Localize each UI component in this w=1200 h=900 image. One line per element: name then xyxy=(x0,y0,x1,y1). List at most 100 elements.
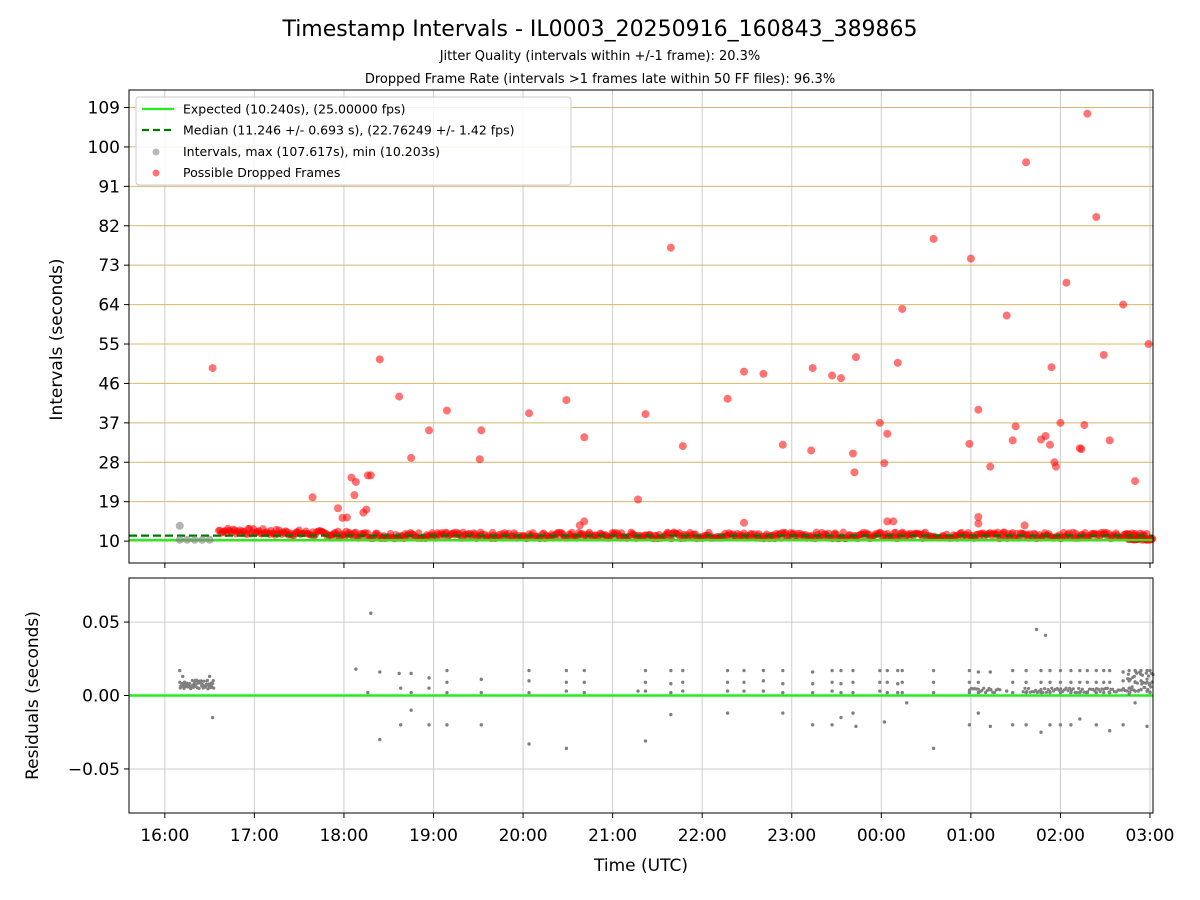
residual-point xyxy=(1044,690,1049,694)
dropped-frame-point xyxy=(350,491,359,500)
dropped-frame-point xyxy=(580,517,589,526)
residual-point xyxy=(810,690,815,695)
dropped-frame-point xyxy=(477,426,486,435)
residual-point xyxy=(181,674,185,679)
x-tick-label: 22:00 xyxy=(678,826,727,846)
dropped-frame-point xyxy=(1020,521,1029,530)
interval-point xyxy=(205,535,214,544)
residual-point xyxy=(851,680,855,684)
intervals-points xyxy=(175,109,1153,544)
dropped-frame-point xyxy=(1047,363,1056,372)
dropped-frame-point xyxy=(839,528,847,536)
residual-point xyxy=(1134,671,1139,675)
residual-point xyxy=(931,746,936,751)
residual-point xyxy=(878,680,882,684)
residual-point xyxy=(1145,677,1149,681)
y-tick-label: 100 xyxy=(88,138,120,158)
residual-point xyxy=(878,689,882,693)
residual-point xyxy=(1058,668,1063,673)
residual-point xyxy=(1048,680,1052,684)
residual-point xyxy=(1039,730,1043,734)
residual-point xyxy=(669,682,673,686)
residual-point xyxy=(967,668,972,673)
y-tick-label: 55 xyxy=(98,335,120,355)
y-tick-label: 19 xyxy=(98,493,120,513)
dropped-frame-point xyxy=(308,493,317,502)
time-x-axis-label: Time (UTC) xyxy=(593,856,688,876)
residual-point xyxy=(1085,680,1090,684)
dropped-frame-point xyxy=(848,449,857,458)
y-tick-label: −0.05 xyxy=(68,760,120,780)
residual-point xyxy=(742,668,746,673)
x-tick-label: 23:00 xyxy=(767,826,816,846)
residual-point xyxy=(1005,689,1009,693)
residual-point xyxy=(1024,680,1028,684)
residual-point xyxy=(409,690,413,695)
residual-point xyxy=(1085,668,1090,673)
dropped-frame-point xyxy=(580,433,589,442)
residual-point xyxy=(781,682,785,686)
residual-point xyxy=(761,668,766,673)
residual-point xyxy=(1145,668,1149,673)
dropped-frame-point xyxy=(362,505,371,514)
residual-point xyxy=(1043,687,1047,691)
residual-point xyxy=(839,682,843,686)
residual-point xyxy=(1096,687,1100,691)
residual-point xyxy=(479,677,483,682)
residuals-panel: 0.05 0.00 −0.05 16:00 17:00 18:00 19:00 20:00 2… xyxy=(23,577,1175,876)
residual-point xyxy=(1080,687,1084,691)
dropped-frame-point xyxy=(375,355,384,364)
legend-intervals-label: Intervals, max (107.617s), min (10.203s) xyxy=(183,144,440,159)
legend-dropped-label: Possible Dropped Frames xyxy=(183,165,340,180)
intervals-y-ticks: 10 19 28 37 46 55 64 73 82 91 100 109 xyxy=(88,99,129,552)
intervals-panel: 10 19 28 37 46 55 64 73 82 91 100 109 Intervals (se… xyxy=(47,89,1157,568)
residual-point xyxy=(976,690,981,695)
residual-point xyxy=(1094,723,1098,727)
dropped-frame-point xyxy=(351,477,360,486)
y-tick-label: 10 xyxy=(98,532,120,552)
dropped-frame-point xyxy=(1080,421,1089,430)
residual-point xyxy=(378,737,382,742)
residual-point xyxy=(564,689,569,693)
residual-point xyxy=(1139,687,1143,692)
residual-point xyxy=(830,689,834,693)
dropped-frame-point xyxy=(678,442,687,451)
residual-point xyxy=(369,611,373,615)
residual-point xyxy=(1133,680,1137,684)
residual-point xyxy=(781,690,785,695)
dropped-frame-point xyxy=(851,353,860,362)
residual-point xyxy=(199,679,203,683)
dropped-frame-point xyxy=(666,243,675,252)
residual-point xyxy=(810,723,815,727)
residual-point xyxy=(212,686,216,690)
residual-point xyxy=(985,688,989,693)
residual-point xyxy=(1132,674,1136,678)
y-tick-label: 0.05 xyxy=(82,613,120,633)
residual-point xyxy=(742,680,746,684)
dropped-frame-point xyxy=(880,459,889,468)
residual-point xyxy=(1094,680,1098,684)
dropped-frame-point xyxy=(1083,109,1092,118)
x-tick-label: 21:00 xyxy=(588,826,637,846)
dropped-frame-point xyxy=(641,410,650,419)
chart-subtitle-dropped: Dropped Frame Rate (intervals >1 frames … xyxy=(365,72,835,87)
residual-point xyxy=(1069,723,1073,727)
residual-point xyxy=(900,680,904,684)
residual-point xyxy=(527,690,531,695)
residual-point xyxy=(681,689,685,693)
residual-point xyxy=(896,682,900,686)
residual-point xyxy=(810,682,815,686)
residual-point xyxy=(976,687,980,691)
residual-point xyxy=(527,742,531,746)
residual-point xyxy=(409,671,413,676)
residual-point xyxy=(1058,723,1063,727)
residual-point xyxy=(398,686,403,690)
residual-point xyxy=(1133,689,1137,693)
dropped-frame-point xyxy=(778,440,787,449)
residual-point xyxy=(1130,685,1134,689)
dropped-frame-point xyxy=(1002,311,1011,320)
residual-point xyxy=(1048,690,1052,695)
residual-point xyxy=(885,668,889,673)
chart-subtitle-jitter: Jitter Quality (intervals within +/-1 fr… xyxy=(439,49,761,64)
dropped-frame-point xyxy=(850,468,859,477)
